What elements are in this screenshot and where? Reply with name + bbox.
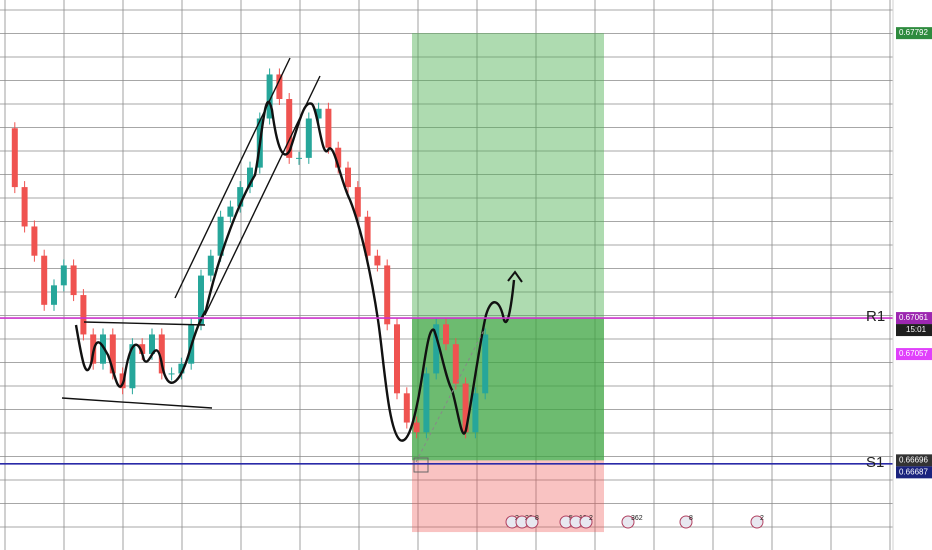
candle bbox=[207, 255, 214, 276]
candle bbox=[21, 187, 28, 227]
candle bbox=[168, 373, 175, 375]
price-tag-label: 0.66687 bbox=[899, 467, 928, 476]
trendline bbox=[174, 57, 291, 299]
price-tag bbox=[896, 466, 932, 479]
reached-zone bbox=[412, 318, 604, 461]
candle bbox=[217, 216, 224, 256]
candle bbox=[60, 265, 67, 286]
event-count: 2 bbox=[760, 515, 764, 522]
position-link bbox=[415, 329, 485, 463]
candle bbox=[247, 167, 253, 188]
candle bbox=[296, 157, 302, 159]
candle bbox=[178, 363, 185, 374]
candle bbox=[443, 324, 449, 345]
candle bbox=[384, 265, 391, 325]
candle bbox=[31, 226, 38, 256]
candle bbox=[109, 334, 116, 374]
candles bbox=[11, 68, 489, 439]
trendline bbox=[83, 321, 206, 326]
candle bbox=[70, 265, 77, 296]
event-count: 362 bbox=[631, 515, 643, 522]
price-tag-label: 0.67057 bbox=[899, 349, 928, 358]
projection-curve bbox=[74, 100, 516, 442]
event-count: 8 bbox=[535, 515, 539, 522]
candle bbox=[198, 275, 204, 325]
entry-marker bbox=[413, 457, 429, 473]
price-tags: 0.67792 0.67061 15:01 0.67057 0.66696 0.66687 bbox=[896, 27, 932, 479]
candle bbox=[237, 187, 244, 207]
price-tag bbox=[896, 312, 932, 325]
candle bbox=[129, 344, 136, 389]
candle bbox=[266, 74, 273, 119]
price-tag-label: 0.67792 bbox=[899, 28, 928, 37]
candle bbox=[433, 324, 440, 374]
drawings bbox=[61, 57, 523, 473]
event-badge bbox=[679, 515, 693, 529]
candle bbox=[11, 128, 18, 188]
candle bbox=[413, 422, 420, 433]
candle bbox=[80, 295, 87, 335]
price-tag-label: 0.67061 bbox=[899, 313, 928, 322]
candle bbox=[41, 255, 48, 305]
event-count: 8 bbox=[689, 515, 693, 522]
candle bbox=[423, 373, 430, 433]
candle bbox=[462, 383, 469, 433]
candle bbox=[286, 99, 293, 158]
trendline bbox=[61, 397, 213, 409]
event-badge bbox=[579, 515, 593, 529]
event-badge bbox=[750, 515, 764, 529]
candle bbox=[276, 74, 283, 100]
projection-arrow bbox=[507, 270, 523, 283]
candle bbox=[394, 324, 400, 394]
level-label: S1 bbox=[866, 454, 884, 471]
candle bbox=[100, 334, 106, 364]
candle bbox=[345, 167, 351, 188]
candle bbox=[305, 118, 312, 158]
candle bbox=[482, 334, 489, 394]
level-label: R1 bbox=[866, 308, 885, 325]
candle bbox=[227, 206, 234, 217]
candle bbox=[452, 344, 459, 384]
price-tag bbox=[896, 348, 932, 361]
countdown-tag bbox=[896, 324, 932, 337]
candle bbox=[315, 108, 322, 119]
candle bbox=[325, 108, 332, 148]
candle bbox=[472, 393, 479, 433]
countdown-label: 15:01 bbox=[906, 325, 927, 334]
candle bbox=[335, 147, 342, 168]
candle bbox=[364, 216, 371, 256]
price-tag bbox=[896, 454, 932, 467]
event-badge bbox=[621, 515, 635, 529]
position-box bbox=[412, 33, 604, 533]
events: 2228512236282 bbox=[505, 515, 764, 529]
candle bbox=[139, 344, 146, 354]
levels: R1 S1 bbox=[0, 308, 893, 471]
candle bbox=[354, 187, 361, 217]
candle bbox=[158, 334, 165, 374]
candle bbox=[149, 334, 155, 354]
price-tag-label: 0.66696 bbox=[899, 455, 928, 464]
price-tag bbox=[896, 27, 932, 40]
event-count: 2 bbox=[589, 515, 593, 522]
event-badge bbox=[525, 515, 539, 529]
candle bbox=[374, 255, 381, 266]
candle bbox=[51, 285, 57, 305]
candle bbox=[403, 393, 410, 423]
